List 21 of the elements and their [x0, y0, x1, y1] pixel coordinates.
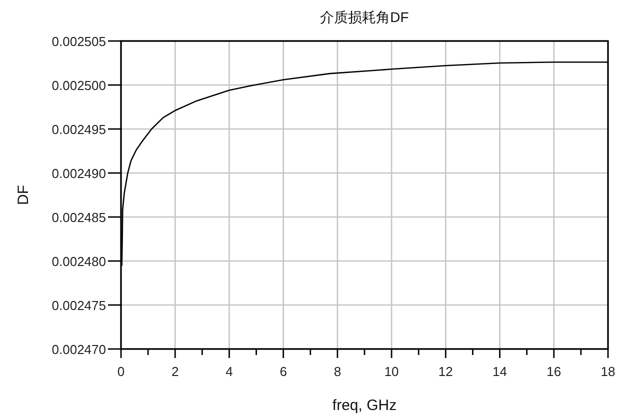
- x-tick-label: 16: [546, 364, 562, 379]
- x-tick-label: 14: [492, 364, 508, 379]
- x-axis-title: freq, GHz: [332, 397, 397, 414]
- y-tick-label: 0.002505: [52, 34, 106, 49]
- x-tick-label: 6: [280, 364, 287, 379]
- y-tick-label: 0.002485: [52, 210, 106, 225]
- x-tick-label: 8: [334, 364, 342, 379]
- chart-title: 介质损耗角DF: [320, 9, 409, 25]
- y-tick-label: 0.002490: [52, 166, 106, 181]
- y-tick-label: 0.002475: [52, 298, 106, 313]
- x-tick-label: 2: [171, 364, 179, 379]
- y-axis-title: DF: [15, 185, 32, 205]
- y-tick-label: 0.002470: [52, 342, 106, 357]
- y-tick-label: 0.002500: [52, 78, 106, 93]
- x-tick-label: 12: [438, 364, 453, 379]
- x-tick-label: 18: [600, 364, 616, 379]
- x-tick-label: 10: [384, 364, 399, 379]
- y-tick-label: 0.002495: [52, 122, 106, 137]
- x-tick-label: 4: [226, 364, 233, 379]
- x-tick-label: 0: [117, 364, 125, 379]
- y-tick-label: 0.002480: [52, 254, 106, 269]
